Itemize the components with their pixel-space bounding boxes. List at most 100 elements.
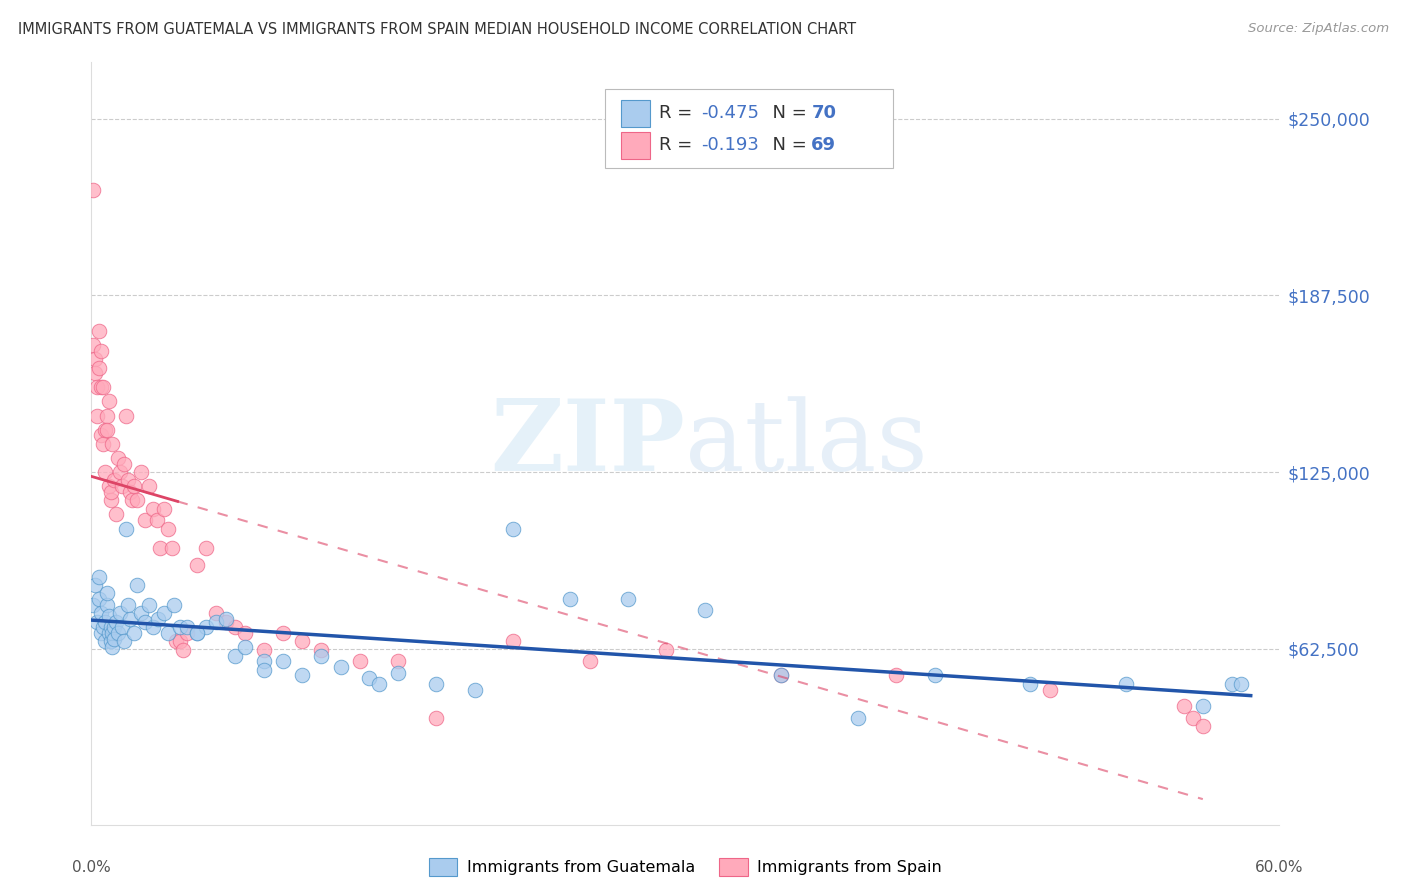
Point (111, 479, 134, 493)
Text: 0.0%: 0.0% (72, 860, 111, 874)
Point (186, 626, 208, 640)
Point (96, 423, 118, 437)
Point (96, 409, 118, 423)
Point (163, 598, 186, 612)
Text: atlas: atlas (685, 396, 928, 491)
Point (82, 338, 104, 352)
Point (94, 423, 117, 437)
Point (100, 484, 122, 499)
Point (105, 615, 128, 629)
Point (86, 615, 108, 629)
Point (502, 634, 524, 648)
Point (349, 654, 371, 668)
Text: 70: 70 (811, 104, 837, 122)
Point (233, 640, 256, 655)
Point (176, 626, 198, 640)
Point (1230, 677, 1253, 691)
Point (90, 607, 112, 621)
Point (103, 632, 125, 646)
Point (311, 648, 333, 663)
Point (145, 513, 167, 527)
Text: IMMIGRANTS FROM GUATEMALA VS IMMIGRANTS FROM SPAIN MEDIAN HOUSEHOLD INCOME CORRE: IMMIGRANTS FROM GUATEMALA VS IMMIGRANTS … (18, 22, 856, 37)
Point (90, 380, 112, 394)
Point (97, 609, 120, 624)
Point (127, 493, 149, 508)
Point (86, 409, 108, 423)
Point (142, 501, 165, 516)
Text: -0.475: -0.475 (702, 104, 759, 122)
Point (87, 360, 110, 375)
Point (387, 654, 409, 668)
Point (127, 578, 149, 592)
Point (84, 578, 107, 592)
Point (253, 654, 276, 668)
Point (100, 493, 122, 508)
Legend: Immigrants from Guatemala, Immigrants from Spain: Immigrants from Guatemala, Immigrants fr… (422, 852, 949, 882)
Point (90, 343, 112, 358)
Point (770, 668, 793, 682)
Point (464, 682, 486, 697)
Point (617, 592, 640, 607)
Point (291, 634, 314, 648)
Point (169, 620, 191, 634)
Point (425, 711, 447, 725)
Point (111, 620, 134, 634)
Point (186, 626, 208, 640)
Point (165, 634, 187, 648)
Point (157, 626, 180, 640)
Point (172, 643, 194, 657)
Point (924, 668, 946, 682)
Point (138, 479, 160, 493)
Point (233, 626, 256, 640)
Text: N =: N = (761, 104, 813, 122)
Point (195, 541, 218, 556)
Point (96, 586, 118, 600)
Point (122, 479, 145, 493)
Point (87, 569, 110, 583)
Point (142, 620, 165, 634)
Point (87, 592, 110, 607)
Point (253, 663, 276, 677)
Point (1038, 682, 1060, 697)
Point (97, 394, 120, 409)
Point (105, 508, 128, 522)
Point (271, 654, 294, 668)
Point (94, 465, 117, 479)
Point (311, 643, 333, 657)
Text: R =: R = (659, 136, 699, 154)
Point (770, 668, 793, 682)
Point (1173, 699, 1195, 714)
Point (214, 612, 236, 626)
Point (157, 521, 180, 535)
Point (115, 409, 138, 423)
Point (271, 626, 294, 640)
Point (118, 612, 141, 626)
Point (103, 620, 125, 634)
Point (224, 648, 246, 663)
Point (134, 615, 156, 629)
Point (94, 634, 117, 648)
Point (169, 634, 191, 648)
Text: R =: R = (659, 104, 699, 122)
Text: ZIP: ZIP (491, 395, 685, 492)
Point (253, 643, 276, 657)
Point (205, 615, 228, 629)
Point (1182, 711, 1205, 725)
Point (82, 182, 104, 196)
Point (96, 598, 118, 612)
Point (86, 380, 108, 394)
Point (82, 598, 104, 612)
Point (160, 541, 183, 556)
Point (94, 615, 117, 629)
Point (359, 671, 381, 685)
Point (91, 620, 114, 634)
Point (90, 428, 112, 442)
Point (224, 620, 246, 634)
Point (846, 711, 869, 725)
Point (101, 436, 124, 450)
Point (1191, 719, 1213, 733)
Point (884, 668, 907, 682)
Point (107, 450, 129, 465)
Point (91, 380, 114, 394)
Point (655, 643, 678, 657)
